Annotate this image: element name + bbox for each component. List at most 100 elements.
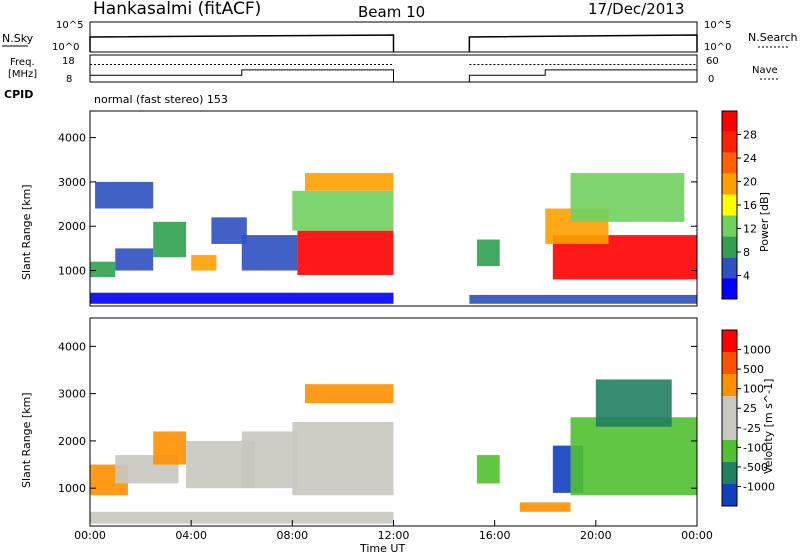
power-cbar-swatch-5 [722,173,737,195]
velocity-cbar-label-4: -25 [743,422,761,435]
station-title: Hankasalmi (fitACF) [93,0,261,19]
power-region-14 [90,292,394,304]
freq-label: Freq. [10,57,35,68]
velocity-region-9 [570,417,697,496]
power-region-15 [469,294,697,304]
power-ytick-label-1: 2000 [58,220,86,233]
freq-unit-label: [MHz] [8,69,37,80]
power-region-10 [476,239,500,267]
power-region-9 [95,181,154,209]
power-region-3 [191,255,217,271]
velocity-heatmap [90,379,697,524]
noise-series [89,34,698,52]
power-ytick-label-3: 4000 [58,132,86,145]
power-cbar-swatch-6 [722,152,737,174]
xtick-label-2: 08:00 [276,529,308,542]
velocity-cbar-label-0: 1000 [743,344,771,357]
noise-left-tick-top: 10^5 [56,20,83,31]
power-region-2 [153,221,187,258]
velocity-cbar-swatch-4 [722,396,737,418]
velocity-region-11 [90,511,394,524]
power-cbar-swatch-8 [722,111,737,132]
xtick-label-1: 04:00 [175,529,207,542]
velocity-cbar-swatch-2 [722,440,737,462]
xtick-label-4: 16:00 [479,529,511,542]
velocity-yaxis: 1000 2000 3000 4000 [58,340,697,495]
power-region-5 [241,235,298,271]
time-xaxis: 00:00 04:00 08:00 12:00 16:00 20:00 00:00 [74,520,713,542]
power-region-7 [292,190,394,231]
velocity-ytick-label-1: 2000 [58,435,86,448]
power-cbar-swatch-4 [722,194,737,216]
velocity-colorbar-label: Velocity [m s^-1] [762,379,775,474]
freq-left-tick-bottom: 8 [66,74,72,85]
power-cbar-label-5: 8 [743,246,750,259]
velocity-region-4 [241,431,298,489]
velocity-ytick-label-3: 4000 [58,340,86,353]
xtick-label-5: 20:00 [580,529,612,542]
power-cbar-swatch-3 [722,215,737,237]
nsearch-label: N.Search [748,31,798,44]
velocity-cbar-swatch-6 [722,352,737,374]
velocity-cbar-swatch-7 [722,330,737,352]
velocity-ylabel: Slant Range [km] [20,392,33,488]
power-panel-frame [89,110,698,307]
noise-right-tick-bottom: 10^0 [704,42,731,53]
power-colorbar-label: Power [dB] [758,192,771,252]
freq-right-tick-top: 60 [706,56,719,67]
nave-label: Nave [752,65,778,76]
power-ylabel: Slant Range [km] [20,184,33,280]
power-cbar-swatch-1 [722,257,737,279]
velocity-cbar-label-3: 25 [743,402,757,415]
power-region-6 [297,230,394,275]
velocity-cbar-label-5: -100 [743,441,768,454]
time-xlabel: Time UT [359,542,405,554]
velocity-cbar-frame [721,329,738,507]
freq-line-0 [89,69,394,82]
power-region-0 [90,261,116,278]
xtick-label-6: 00:00 [681,529,713,542]
power-yaxis: 1000 2000 3000 4000 [58,132,697,278]
power-region-13 [570,173,685,222]
velocity-region-7 [476,455,500,484]
power-cbar-label-0: 28 [743,129,757,142]
velocity-region-12 [519,502,571,512]
power-cbar-label-1: 24 [743,152,757,165]
velocity-cbar-label-7: -1000 [743,480,775,493]
nsky-label: N.Sky [2,32,34,45]
freq-right-tick-bottom: 0 [708,74,714,85]
date-label: 17/Dec/2013 [588,0,684,18]
power-cbar-label-6: 4 [743,270,750,283]
power-ytick-label-0: 1000 [58,265,86,278]
cpid-label: CPID [4,88,33,101]
freq-left-tick-top: 18 [62,56,75,67]
power-cbar-swatch-7 [722,131,737,153]
power-cbar-label-2: 20 [743,176,757,189]
power-heatmap [90,173,697,304]
power-region-1 [115,248,154,271]
velocity-cbar-swatch-0 [722,484,737,506]
velocity-region-6 [304,384,394,404]
power-cbar-label-3: 16 [743,199,757,212]
power-ytick-label-2: 3000 [58,176,86,189]
power-cbar-label-4: 12 [743,223,757,236]
velocity-cbar-label-6: -500 [743,461,768,474]
velocity-cbar-swatch-5 [722,374,737,396]
cpid-text: normal (fast stereo) 153 [94,93,228,106]
xtick-label-3: 12:00 [378,529,410,542]
power-region-8 [304,173,394,191]
velocity-cbar-label-2: 100 [743,383,764,396]
xtick-label-0: 00:00 [74,529,106,542]
freq-line-1 [468,69,698,82]
velocity-cbar-swatch-1 [722,462,737,484]
velocity-region-2 [153,431,187,465]
noise-right-tick-top: 10^5 [704,20,731,31]
velocity-cbar-label-1: 500 [743,363,764,376]
nsky-line-0 [89,34,395,52]
velocity-region-10 [595,379,672,427]
power-region-4 [211,217,247,244]
noise-left-tick-bottom: 10^0 [52,42,79,53]
freq-series [89,63,698,82]
velocity-ytick-label-0: 1000 [58,482,86,495]
